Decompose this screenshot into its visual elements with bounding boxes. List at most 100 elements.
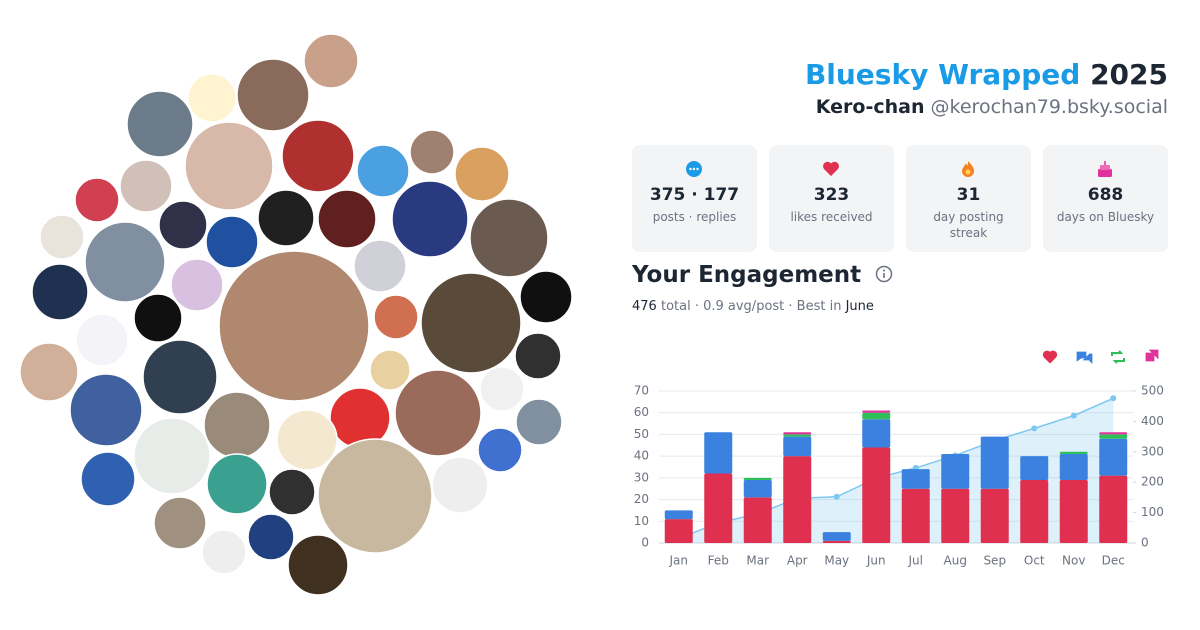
avatar xyxy=(31,263,89,321)
line-point xyxy=(833,493,840,500)
avatar xyxy=(203,391,271,459)
y-tick-label: 70 xyxy=(634,384,649,398)
legend-icon[interactable] xyxy=(1076,351,1093,364)
bar-segment xyxy=(664,519,693,543)
bar-segment xyxy=(743,497,772,543)
avatar xyxy=(519,270,573,324)
bar-segment xyxy=(1099,438,1128,476)
avatar xyxy=(391,180,469,258)
avatar xyxy=(373,294,419,340)
stat-value: 323 xyxy=(813,185,850,205)
avatar xyxy=(281,119,355,193)
avatar xyxy=(514,332,562,380)
stat-label: days on Bluesky xyxy=(1056,210,1155,224)
avatar xyxy=(394,369,482,457)
x-tick-label: Jul xyxy=(908,554,923,568)
legend-icon[interactable] xyxy=(1145,349,1159,362)
x-tick-label: May xyxy=(824,554,849,568)
chart: 0 10 20 30 40 50 60 70 0 100 200 300 400 500 Jan Feb Mar… xyxy=(634,349,1164,568)
avatar xyxy=(431,456,489,514)
title: Bluesky Wrapped 2025 xyxy=(805,58,1168,91)
line-point xyxy=(1070,412,1077,419)
y-tick-label: 10 xyxy=(634,514,649,528)
bar-segment xyxy=(941,488,970,543)
section-title: Your Engagement xyxy=(632,262,893,288)
bar-segment xyxy=(704,432,733,474)
display-name: Kero-chan xyxy=(815,96,925,118)
stat-card: 688 days on Bluesky xyxy=(1043,145,1168,252)
avatar xyxy=(19,342,79,402)
avatar xyxy=(479,366,525,412)
stat-label: day posting streak xyxy=(933,210,1004,240)
avatar xyxy=(184,121,274,211)
avatar xyxy=(477,427,523,473)
avatar xyxy=(317,438,433,554)
y-tick-label: 40 xyxy=(634,449,649,463)
bar-segment xyxy=(664,510,693,520)
y2-tick-label: 400 xyxy=(1141,414,1164,428)
avatar xyxy=(170,258,224,312)
x-tick-label: Sep xyxy=(983,554,1006,568)
avatar xyxy=(126,90,194,158)
bar-segment xyxy=(1059,451,1088,454)
y2-tick-label: 0 xyxy=(1141,536,1149,550)
bar-segment xyxy=(1099,432,1128,435)
stat-card: 31 day posting streak xyxy=(906,145,1031,252)
bar-segment xyxy=(1099,434,1128,439)
handle: @kerochan79.bsky.social xyxy=(930,96,1168,118)
avatar xyxy=(142,339,218,415)
avatar xyxy=(420,272,522,374)
avatar xyxy=(454,146,510,202)
stat-icon xyxy=(823,161,839,176)
y2-tick-label: 300 xyxy=(1141,444,1164,458)
bar-segment xyxy=(704,473,733,543)
avatar xyxy=(153,496,207,550)
avatar xyxy=(257,189,315,247)
section-title-text: Your Engagement xyxy=(632,262,862,288)
avatar xyxy=(317,189,377,249)
legend-icon[interactable] xyxy=(1042,350,1058,364)
stat-label: posts · replies xyxy=(652,210,737,224)
stat-icon xyxy=(1098,161,1112,177)
bar-segment xyxy=(783,432,812,435)
bar-segment xyxy=(862,410,891,413)
x-tick-label: Nov xyxy=(1062,554,1085,568)
avatar xyxy=(469,198,549,278)
x-tick-label: Apr xyxy=(787,554,808,568)
y2-tick-label: 100 xyxy=(1141,505,1164,519)
avatar xyxy=(236,58,310,132)
avatar xyxy=(409,129,455,175)
stat-label: likes received xyxy=(790,210,873,224)
avatar xyxy=(353,239,407,293)
bar-segment xyxy=(862,447,891,543)
avatar xyxy=(74,177,120,223)
avatar xyxy=(356,144,410,198)
bar-segment xyxy=(783,456,812,543)
avatar xyxy=(201,529,247,575)
avatar xyxy=(287,534,349,596)
y2-tick-label: 500 xyxy=(1141,384,1164,398)
avatar xyxy=(218,250,370,402)
x-tick-label: Jun xyxy=(866,554,886,568)
user: Kero-chan @kerochan79.bsky.social xyxy=(816,96,1168,118)
bar-segment xyxy=(822,532,851,541)
legend-icon[interactable] xyxy=(1111,350,1125,364)
bar-segment xyxy=(941,453,970,489)
avatar xyxy=(247,513,295,561)
bar-segment xyxy=(901,488,930,543)
stat-icon xyxy=(962,161,974,177)
avatar xyxy=(133,417,211,495)
x-tick-label: Jan xyxy=(669,554,689,568)
y-tick-label: 0 xyxy=(641,536,649,550)
y2-tick-label: 200 xyxy=(1141,475,1164,489)
stat-value: 375 · 177 xyxy=(649,185,740,205)
y-tick-label: 50 xyxy=(634,427,649,441)
x-tick-label: Mar xyxy=(746,554,769,568)
info-icon[interactable] xyxy=(875,265,893,283)
stat-icon xyxy=(686,161,702,177)
avatar xyxy=(268,468,316,516)
avatar xyxy=(303,33,359,89)
bar-segment xyxy=(1059,480,1088,543)
avatar xyxy=(84,221,166,303)
avatar xyxy=(187,73,237,123)
